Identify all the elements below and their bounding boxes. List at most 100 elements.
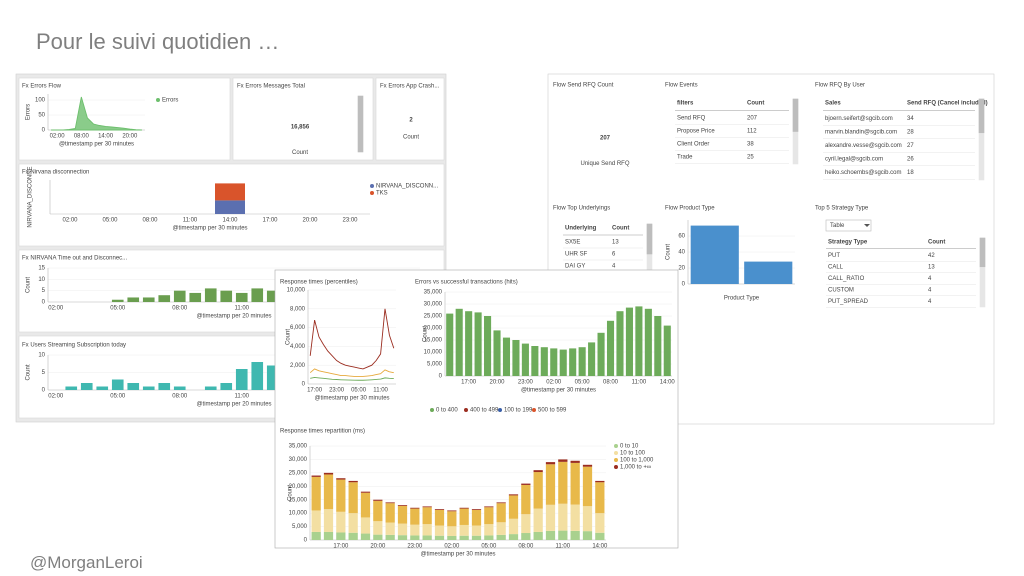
x-tick-label: 08:00 <box>172 306 188 312</box>
y-tick-label: 10,000 <box>289 511 308 517</box>
column-header: filters <box>677 101 694 107</box>
panel-title: Flow Events <box>665 83 698 89</box>
bar <box>455 308 463 376</box>
x-tick-label: 14:00 <box>222 218 238 224</box>
bar <box>311 531 321 540</box>
legend-label: Errors <box>162 98 178 104</box>
bar <box>385 534 395 540</box>
bar <box>142 386 155 390</box>
bar <box>521 514 531 534</box>
bar <box>508 495 519 519</box>
x-tick-label: 08:00 <box>74 134 90 140</box>
x-tick-label: 05:00 <box>110 394 126 400</box>
chart-title: Fx Errors Flow <box>22 84 62 90</box>
x-tick-label: 17:00 <box>262 218 278 224</box>
chart-title: Fx Users Streaming Subscription today <box>22 343 126 349</box>
chart-title: Flow Product Type <box>665 206 715 212</box>
y-tick-label: 0 <box>304 538 308 544</box>
bar <box>311 476 321 511</box>
scrollbar <box>357 95 364 153</box>
cell: 6 <box>612 252 616 258</box>
cell: heiko.schoembs@sgcib.com <box>825 170 901 176</box>
legend-label: NIRVANA_DISCONN... <box>376 184 438 190</box>
bar <box>558 461 568 504</box>
bar <box>360 492 371 518</box>
x-tick-label: 20:00 <box>370 544 386 550</box>
bar <box>533 470 543 473</box>
y-axis-label: NIRVANA_DISCONNE <box>28 166 34 227</box>
metric-label: Count <box>292 150 308 156</box>
bar <box>446 313 454 376</box>
y-tick-label: 6,000 <box>290 325 306 331</box>
bar <box>360 491 371 493</box>
bar <box>336 478 346 480</box>
bar <box>595 482 605 514</box>
cell: 13 <box>928 265 935 271</box>
bar <box>158 383 171 390</box>
chart-title: Response times (percentiles) <box>280 280 358 286</box>
x-axis-label: @timestamp per 30 minutes <box>59 142 134 148</box>
bar <box>422 506 432 508</box>
scrollbar-thumb <box>979 237 986 268</box>
column-header: Send RFQ (Cancel included) <box>907 101 988 107</box>
bar <box>189 292 202 302</box>
legend-label: 500 to 599 <box>538 408 567 414</box>
x-tick-label: 02:00 <box>48 394 64 400</box>
bar <box>173 386 186 390</box>
y-tick-label: 0 <box>302 382 306 388</box>
x-tick-label: 08:00 <box>142 218 158 224</box>
legend-swatch <box>614 451 618 455</box>
bar <box>471 535 482 540</box>
bar <box>215 183 245 201</box>
x-tick-label: 11:00 <box>373 388 388 394</box>
bar <box>570 530 580 540</box>
legend-label: 100 to 199 <box>504 408 533 414</box>
bar <box>533 531 543 540</box>
bar <box>360 533 371 540</box>
y-tick-label: 0 <box>682 282 686 288</box>
bar <box>512 340 520 376</box>
x-tick-label: 02:00 <box>546 380 562 386</box>
bar <box>142 297 155 302</box>
bar <box>582 466 593 507</box>
panel-title: Flow Send RFQ Count <box>553 83 614 89</box>
bar <box>447 511 457 527</box>
y-tick-label: 2,000 <box>290 363 306 369</box>
legend-swatch <box>430 408 434 412</box>
x-axis-label: Product Type <box>724 296 760 302</box>
x-tick-label: 23:00 <box>342 218 358 224</box>
bar <box>471 525 482 536</box>
panel <box>375 77 445 161</box>
bar <box>422 535 432 540</box>
scrollbar-thumb <box>792 98 799 132</box>
bar <box>323 509 334 532</box>
bar <box>474 312 482 376</box>
bar <box>545 504 556 531</box>
bar <box>235 369 248 390</box>
area <box>51 96 142 131</box>
x-tick-label: 20:00 <box>490 380 506 386</box>
bar <box>111 299 124 302</box>
bar <box>690 225 739 284</box>
y-tick-label: 15,000 <box>289 497 308 503</box>
bar <box>569 348 577 376</box>
legend-swatch <box>614 458 618 462</box>
bar <box>397 523 408 536</box>
x-tick-label: 11:00 <box>632 380 647 386</box>
y-tick-label: 4,000 <box>290 344 306 350</box>
y-tick-label: 100 <box>35 98 46 104</box>
y-axis-label: Count <box>423 326 429 342</box>
bar <box>111 379 124 390</box>
bar <box>127 383 140 390</box>
y-tick-label: 0 <box>439 374 443 380</box>
bar <box>336 511 346 533</box>
x-tick-label: 05:00 <box>102 218 118 224</box>
x-tick-label: 20:00 <box>302 218 318 224</box>
scrollbar-thumb <box>978 98 985 134</box>
cell: 4 <box>612 264 616 270</box>
bar <box>531 346 539 376</box>
panel <box>232 77 374 161</box>
bar <box>385 502 395 504</box>
bar <box>508 494 519 496</box>
